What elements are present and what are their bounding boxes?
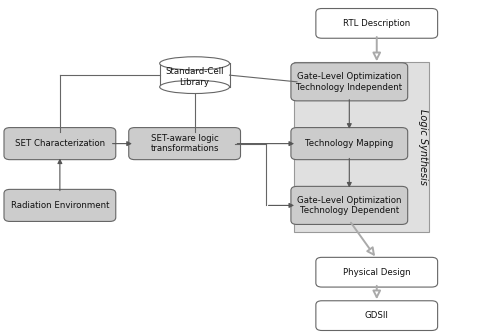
- Text: Gate-Level Optimization
Technology Independent: Gate-Level Optimization Technology Indep…: [296, 72, 402, 92]
- FancyBboxPatch shape: [316, 257, 438, 287]
- Text: GDSII: GDSII: [365, 311, 389, 320]
- Ellipse shape: [160, 80, 230, 94]
- FancyBboxPatch shape: [291, 186, 408, 224]
- Text: RTL Description: RTL Description: [343, 19, 410, 28]
- Text: SET-aware logic
transformations: SET-aware logic transformations: [150, 134, 219, 153]
- FancyBboxPatch shape: [291, 128, 408, 160]
- Text: Gate-Level Optimization
Technology Dependent: Gate-Level Optimization Technology Depen…: [297, 196, 402, 215]
- Text: Technology Mapping: Technology Mapping: [305, 139, 393, 148]
- FancyBboxPatch shape: [294, 62, 429, 232]
- FancyBboxPatch shape: [316, 301, 438, 331]
- Text: Logic Synthesis: Logic Synthesis: [418, 109, 428, 185]
- Text: SET Characterization: SET Characterization: [15, 139, 105, 148]
- FancyBboxPatch shape: [129, 128, 241, 160]
- Text: Physical Design: Physical Design: [343, 268, 411, 277]
- Text: Standard-Cell
Library: Standard-Cell Library: [165, 67, 224, 87]
- FancyBboxPatch shape: [4, 189, 116, 221]
- Text: Radiation Environment: Radiation Environment: [10, 201, 109, 210]
- Ellipse shape: [160, 57, 230, 70]
- FancyBboxPatch shape: [4, 128, 116, 160]
- FancyBboxPatch shape: [316, 8, 438, 38]
- FancyBboxPatch shape: [160, 63, 230, 87]
- FancyBboxPatch shape: [291, 63, 408, 101]
